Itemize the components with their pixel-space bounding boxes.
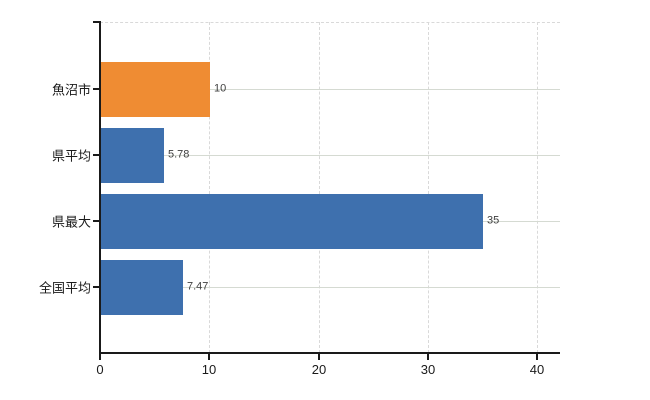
bar-value-label: 7.47 [187,280,209,293]
category-label: 県最大 [51,214,91,230]
x-tick-label: 20 [311,362,327,377]
vertical-gridline [428,22,429,353]
category-label: 魚沼市 [51,82,91,98]
vertical-gridline [209,22,210,353]
x-tick-label: 40 [529,362,545,377]
vertical-gridline [537,22,538,353]
x-axis-tick [536,354,538,360]
y-axis-top-tick [93,21,100,23]
y-axis-tick [93,220,100,222]
horizontal-gridline [101,89,560,90]
bar-value-label: 10 [214,82,227,95]
x-tick-label: 0 [96,362,104,377]
category-label: 全国平均 [38,280,91,296]
bar-3 [101,194,483,249]
plot-top-border [100,22,560,23]
horizontal-gridline [101,287,560,288]
x-tick-label: 10 [201,362,217,377]
x-axis-tick [427,354,429,360]
x-axis-tick [208,354,210,360]
bar-4 [101,260,183,315]
horizontal-gridline [101,155,560,156]
x-axis-tick [99,354,101,360]
vertical-gridline [319,22,320,353]
x-tick-label: 30 [420,362,436,377]
bar-value-label: 35 [487,214,500,227]
x-axis-tick [318,354,320,360]
y-axis-tick [93,88,100,90]
y-axis-line [99,21,101,359]
x-axis-line [99,352,560,354]
category-label: 県平均 [51,148,91,164]
bar-1 [101,62,210,117]
bar-2 [101,128,164,183]
y-axis-tick [93,154,100,156]
bar-value-label: 5.78 [168,148,190,161]
y-axis-tick [93,286,100,288]
